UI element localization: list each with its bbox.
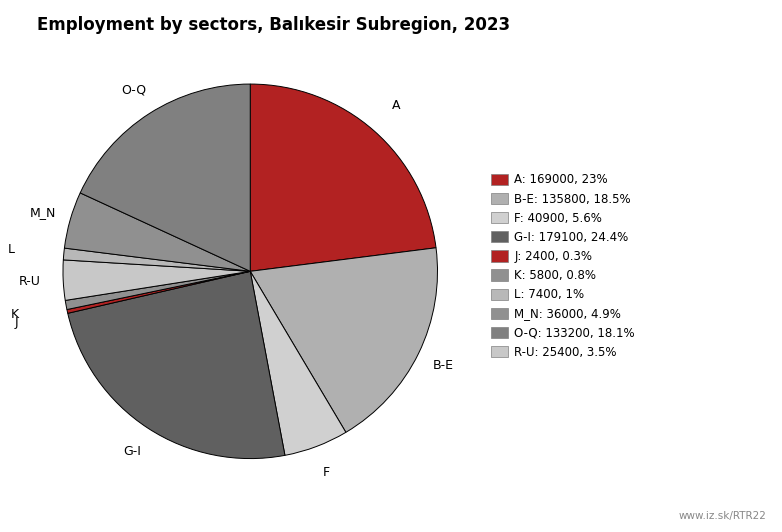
Text: R-U: R-U: [19, 275, 41, 288]
Text: L: L: [8, 243, 15, 255]
Wedge shape: [68, 271, 285, 459]
Text: www.iz.sk/RTR22: www.iz.sk/RTR22: [679, 511, 766, 521]
Wedge shape: [250, 248, 437, 433]
Text: Employment by sectors, Balıkesir Subregion, 2023: Employment by sectors, Balıkesir Subregi…: [37, 16, 511, 34]
Wedge shape: [63, 260, 250, 301]
Text: G-I: G-I: [124, 445, 142, 458]
Wedge shape: [67, 271, 250, 313]
Text: B-E: B-E: [433, 359, 454, 372]
Wedge shape: [65, 271, 250, 310]
Wedge shape: [250, 84, 436, 271]
Wedge shape: [81, 84, 250, 271]
Text: K: K: [10, 308, 19, 321]
Wedge shape: [63, 248, 250, 271]
Text: J: J: [14, 316, 18, 329]
Text: A: A: [392, 99, 400, 112]
Text: O-Q: O-Q: [121, 84, 147, 96]
Text: F: F: [323, 466, 330, 479]
Legend: A: 169000, 23%, B-E: 135800, 18.5%, F: 40900, 5.6%, G-I: 179100, 24.4%, J: 2400,: A: 169000, 23%, B-E: 135800, 18.5%, F: 4…: [491, 173, 635, 359]
Wedge shape: [64, 193, 250, 271]
Wedge shape: [250, 271, 346, 455]
Text: M_N: M_N: [30, 206, 56, 219]
